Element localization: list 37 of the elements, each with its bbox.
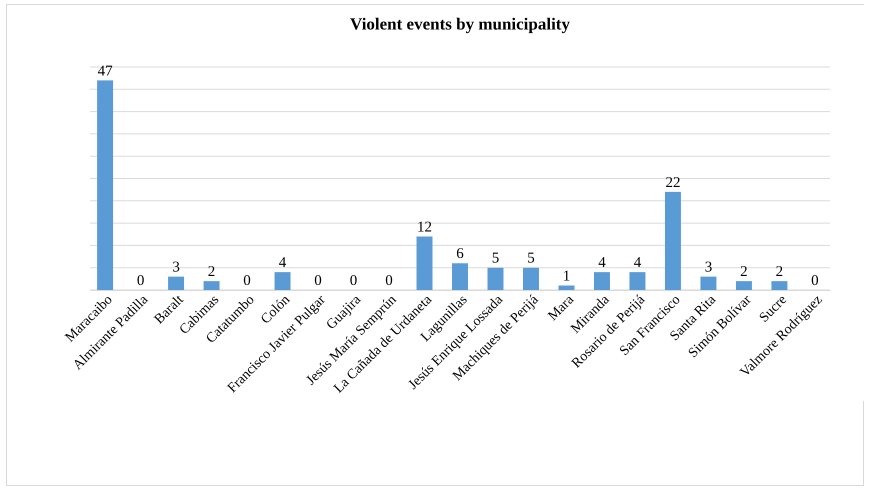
bar — [416, 236, 432, 290]
data-label: 1 — [562, 268, 570, 285]
data-label: 3 — [704, 260, 712, 276]
data-label: 0 — [811, 273, 819, 289]
data-label: 5 — [527, 250, 535, 267]
chart-title: Violent events by municipality — [350, 14, 570, 34]
bar — [168, 276, 184, 290]
data-label: 6 — [456, 246, 464, 262]
bar — [488, 268, 504, 290]
bar — [558, 286, 574, 290]
data-label: 12 — [417, 219, 432, 236]
bar — [700, 276, 716, 290]
data-label: 0 — [385, 273, 393, 289]
bar — [771, 281, 788, 290]
bar — [204, 281, 220, 290]
data-label: 0 — [243, 273, 251, 289]
data-label: 2 — [776, 264, 784, 280]
data-label: 47 — [98, 63, 114, 80]
data-label: 0 — [314, 273, 322, 289]
bar — [97, 80, 114, 290]
data-label: 4 — [598, 255, 606, 272]
data-label: 2 — [208, 264, 216, 280]
data-label: 4 — [634, 255, 642, 272]
data-label: 5 — [492, 250, 500, 267]
bar — [594, 272, 610, 290]
data-label: 2 — [740, 264, 748, 280]
bar — [274, 272, 291, 290]
bar — [629, 272, 646, 290]
bar — [452, 263, 468, 290]
bar — [523, 268, 539, 290]
data-label: 4 — [278, 255, 287, 272]
data-label: 0 — [350, 273, 358, 289]
data-label: 22 — [665, 174, 680, 191]
bar — [736, 281, 752, 290]
data-label: 0 — [136, 273, 144, 289]
bar — [664, 192, 681, 290]
data-label: 3 — [172, 260, 180, 276]
